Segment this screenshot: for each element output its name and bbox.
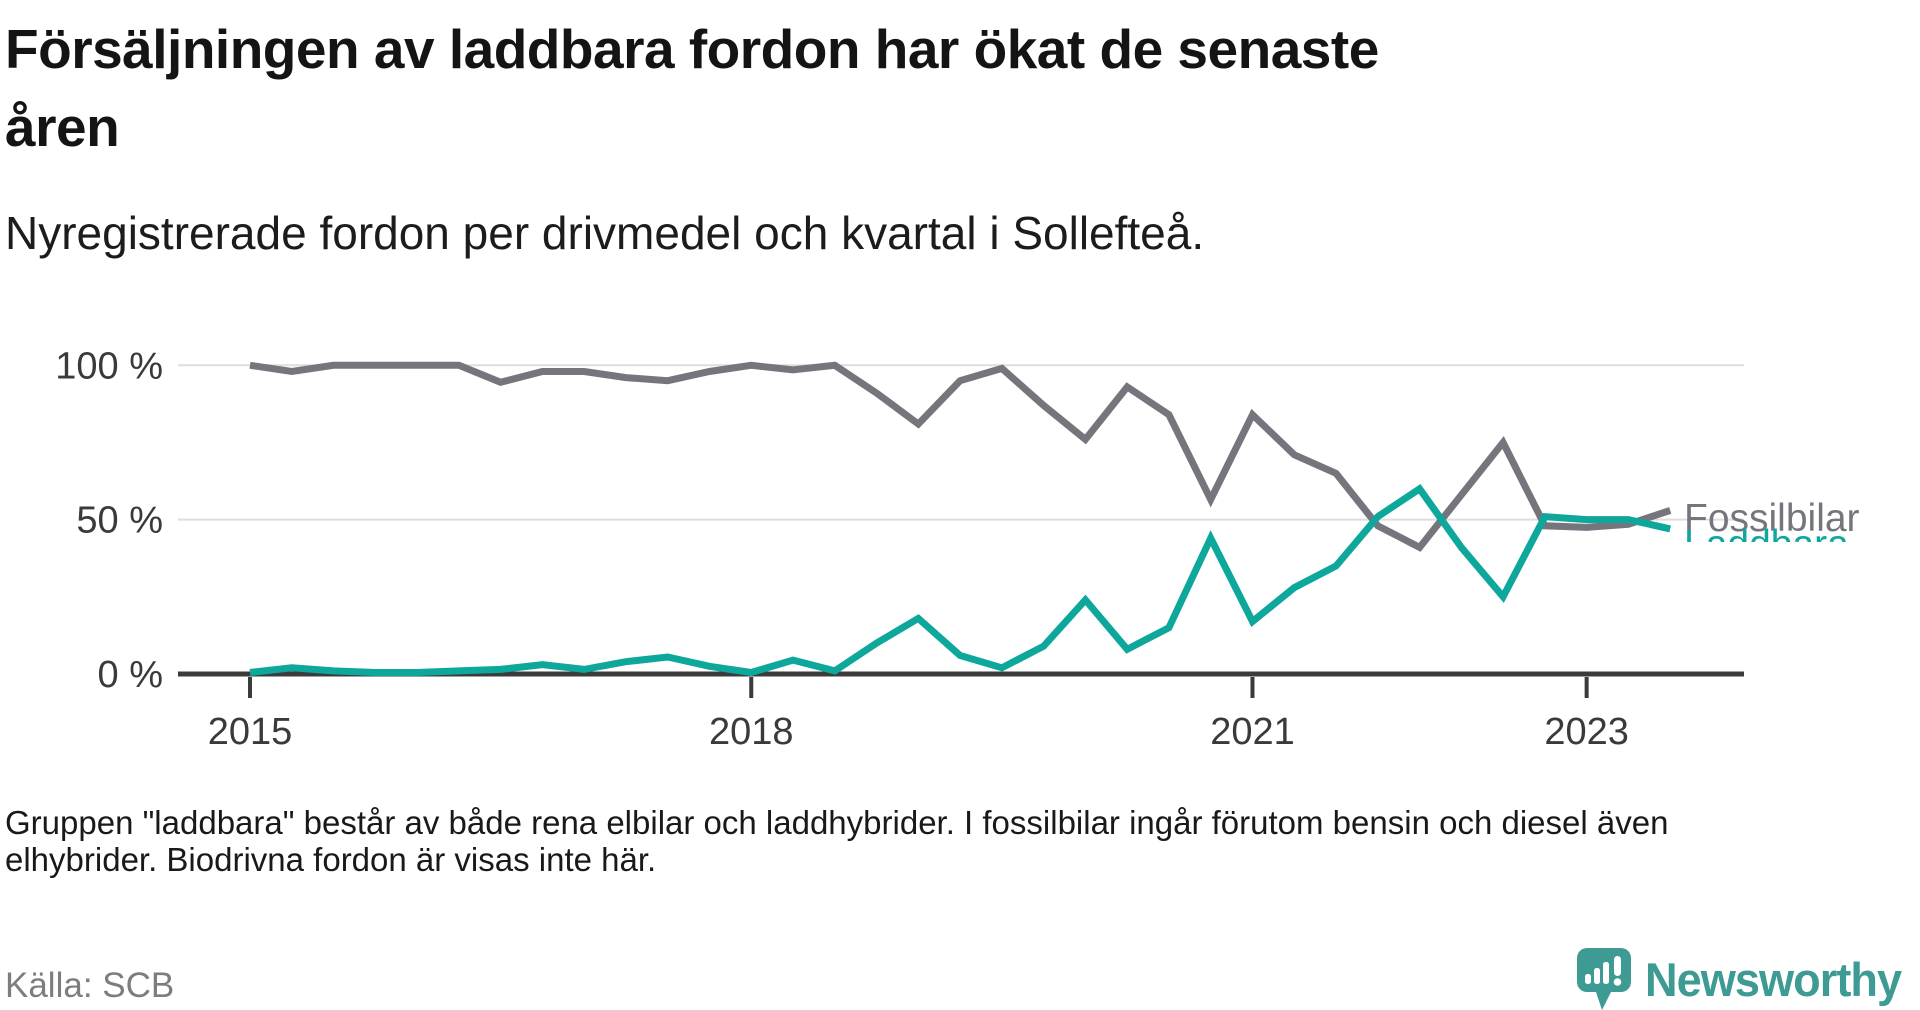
x-axis-tick-label: 2018	[709, 711, 794, 753]
y-axis-tick-label: 50 %	[76, 500, 163, 542]
newsworthy-speech-bubble-bars-icon	[1577, 948, 1632, 1010]
series-line-laddbara	[249, 484, 1671, 677]
source-label: Källa: SCB	[5, 966, 175, 1005]
x-axis-tick-label: 2015	[208, 711, 293, 753]
newsworthy-logo-text: Newsworthy	[1645, 952, 1902, 1006]
x-axis-tick-label: 2023	[1544, 711, 1629, 753]
chart-title: Försäljningen av laddbara fordon har öka…	[5, 18, 1379, 159]
newsworthy-logo[interactable]: Newsworthy	[1577, 948, 1912, 1010]
series-line-fossilbilar	[249, 361, 1672, 552]
chart-subtitle: Nyregistrerade fordon per drivmedel och …	[5, 207, 1205, 259]
y-axis-tick-label: 0 %	[98, 654, 163, 696]
series-label-fossilbilar: Fossilbilar	[1684, 497, 1860, 540]
y-axis-tick-label: 100 %	[55, 345, 163, 387]
x-axis-tick-label: 2021	[1210, 711, 1295, 753]
chart-footnote: Gruppen "laddbara" består av både rena e…	[5, 804, 1669, 879]
series-label-laddbara: Laddbara	[1684, 523, 1849, 566]
